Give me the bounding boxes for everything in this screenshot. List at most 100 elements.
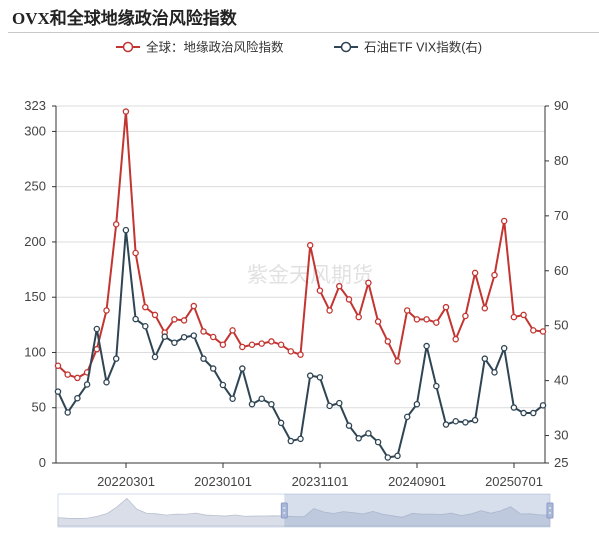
data-point bbox=[471, 269, 479, 277]
left-axis-tick-label: 250 bbox=[24, 179, 46, 194]
data-point bbox=[403, 413, 411, 421]
chart-title: OVX和全球地缘政治风险指数 bbox=[12, 9, 237, 28]
right-axis-tick-label: 25 bbox=[554, 455, 568, 470]
data-point bbox=[365, 279, 372, 287]
data-point bbox=[268, 400, 275, 408]
data-point bbox=[413, 316, 421, 323]
data-point bbox=[161, 333, 168, 340]
right-axis-tick-label: 40 bbox=[554, 373, 568, 388]
data-point bbox=[171, 339, 178, 346]
data-point bbox=[452, 335, 459, 343]
data-point bbox=[345, 296, 353, 303]
data-point bbox=[462, 312, 469, 320]
data-point bbox=[277, 419, 285, 427]
data-point bbox=[452, 418, 459, 425]
data-point bbox=[481, 305, 489, 312]
data-point bbox=[316, 374, 324, 381]
data-point bbox=[103, 379, 110, 386]
data-point bbox=[462, 419, 469, 426]
legend-marker-icon bbox=[340, 41, 352, 53]
data-point bbox=[326, 307, 333, 314]
data-point bbox=[423, 316, 430, 323]
legend-label: 石油ETF VIX指数(右) bbox=[364, 40, 482, 55]
left-axis-tick-label: 150 bbox=[24, 289, 46, 304]
data-point bbox=[132, 315, 139, 323]
data-point bbox=[93, 325, 101, 333]
slider-preview-area bbox=[57, 497, 551, 527]
data-point bbox=[442, 303, 450, 311]
handle-grip-icon[interactable] bbox=[280, 502, 288, 519]
left-axis-tick-label: 100 bbox=[24, 344, 46, 359]
x-axis-tick-label: 20231101 bbox=[292, 474, 349, 489]
data-point bbox=[442, 421, 450, 428]
data-point bbox=[510, 313, 518, 321]
data-point bbox=[132, 249, 139, 257]
data-point bbox=[122, 226, 130, 234]
data-point bbox=[491, 369, 498, 376]
data-point bbox=[151, 311, 159, 319]
data-point bbox=[112, 355, 120, 362]
data-point bbox=[345, 422, 353, 429]
x-axis-tick-label: 20230101 bbox=[194, 474, 252, 489]
data-point bbox=[394, 452, 401, 460]
data-point bbox=[64, 371, 71, 378]
data-point bbox=[151, 353, 159, 361]
series-layer bbox=[54, 108, 547, 461]
legend-item-2[interactable]: 石油ETF VIX指数(右) bbox=[334, 40, 482, 55]
legend[interactable]: 全球：地缘政治风险指数 石油ETF VIX指数(右) bbox=[116, 40, 482, 55]
data-point bbox=[142, 322, 149, 330]
data-point bbox=[74, 394, 81, 402]
data-point bbox=[239, 365, 246, 372]
left-axis-tick-label: 50 bbox=[32, 400, 46, 415]
grid-lines bbox=[56, 105, 545, 409]
data-point bbox=[258, 395, 265, 402]
data-point bbox=[209, 365, 217, 372]
series-2 bbox=[54, 226, 547, 461]
legend-label: 全球：地缘政治风险指数 bbox=[146, 40, 284, 55]
data-point bbox=[258, 340, 265, 347]
data-point bbox=[287, 437, 295, 445]
data-point bbox=[481, 355, 489, 362]
data-point bbox=[54, 388, 62, 395]
data-point bbox=[471, 416, 479, 424]
data-point bbox=[374, 318, 382, 325]
left-axis-tick-label: 200 bbox=[24, 234, 46, 249]
left-axis-tick-label: 323 bbox=[24, 98, 46, 113]
data-point bbox=[248, 341, 256, 348]
data-point bbox=[287, 348, 295, 355]
series-1 bbox=[54, 108, 547, 382]
handle-grip-icon[interactable] bbox=[546, 502, 554, 519]
legend-marker-icon bbox=[122, 41, 134, 53]
data-point bbox=[433, 382, 440, 390]
data-point bbox=[219, 341, 227, 348]
data-point bbox=[500, 217, 508, 225]
data-point bbox=[200, 328, 207, 335]
slider-selected-window[interactable] bbox=[284, 494, 550, 527]
slider-left-handle[interactable] bbox=[280, 502, 288, 519]
data-point bbox=[74, 374, 81, 382]
data-point bbox=[336, 282, 343, 290]
data-point bbox=[384, 338, 392, 345]
watermark: 紫金天风期货 bbox=[247, 264, 373, 287]
data-point bbox=[336, 399, 343, 407]
data-point bbox=[103, 307, 110, 314]
slider-right-handle[interactable] bbox=[546, 502, 554, 519]
x-axis-tick-label: 20250701 bbox=[485, 474, 543, 489]
data-point bbox=[306, 242, 314, 249]
data-point bbox=[171, 316, 178, 323]
legend-item-1[interactable]: 全球：地缘政治风险指数 bbox=[116, 40, 284, 55]
data-point bbox=[384, 454, 392, 461]
data-point bbox=[112, 221, 120, 228]
data-point bbox=[93, 345, 101, 353]
data-point bbox=[248, 400, 256, 408]
data-zoom-slider[interactable] bbox=[57, 493, 554, 528]
right-axis-tick-label: 70 bbox=[554, 208, 568, 223]
data-point bbox=[190, 332, 198, 339]
data-point bbox=[316, 287, 324, 294]
data-point bbox=[297, 435, 304, 443]
data-point bbox=[394, 358, 401, 365]
series-line bbox=[57, 111, 544, 379]
data-point bbox=[530, 409, 537, 417]
axes: 0 50 100 150 200 250 300 323 25 30 40 50 60 70 80 90 202… bbox=[24, 98, 568, 489]
